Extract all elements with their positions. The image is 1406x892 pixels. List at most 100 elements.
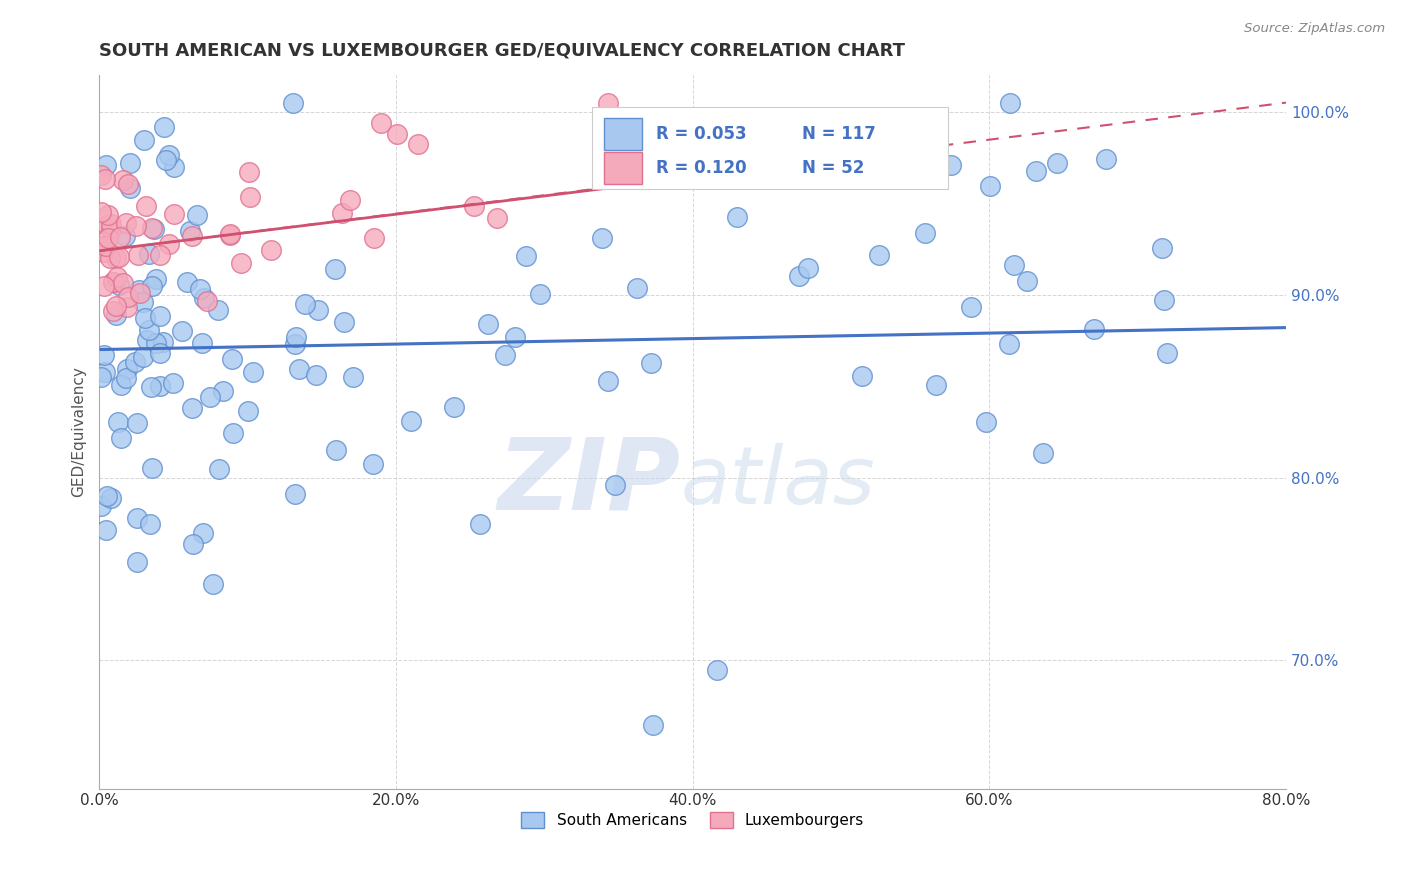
Point	[463, 199, 485, 213]
Point	[212, 384, 235, 398]
Point	[503, 330, 526, 344]
FancyBboxPatch shape	[592, 107, 948, 189]
Point	[124, 355, 146, 369]
Point	[1032, 446, 1054, 460]
Point	[207, 302, 229, 317]
Point	[605, 478, 627, 492]
Point	[333, 315, 356, 329]
Point	[127, 416, 149, 430]
Point	[141, 279, 163, 293]
Point	[152, 335, 174, 350]
Point	[485, 211, 508, 225]
Point	[100, 222, 122, 236]
Point	[979, 178, 1001, 193]
Point	[179, 224, 201, 238]
Point	[90, 239, 112, 253]
Point	[330, 206, 353, 220]
Point	[149, 248, 172, 262]
Point	[90, 499, 112, 513]
Point	[1025, 164, 1047, 178]
Point	[219, 227, 242, 241]
Point	[96, 238, 118, 252]
Point	[1153, 293, 1175, 307]
Y-axis label: GED/Equivalency: GED/Equivalency	[72, 367, 86, 498]
Text: Source: ZipAtlas.com: Source: ZipAtlas.com	[1244, 22, 1385, 36]
Point	[1083, 322, 1105, 336]
Point	[925, 378, 948, 392]
Point	[284, 337, 307, 351]
Point	[287, 362, 309, 376]
FancyBboxPatch shape	[603, 119, 641, 151]
Point	[100, 217, 122, 231]
Point	[643, 717, 665, 731]
Point	[195, 294, 218, 309]
Point	[115, 362, 138, 376]
Point	[138, 246, 160, 260]
Point	[141, 221, 163, 235]
Point	[114, 228, 136, 243]
Point	[370, 116, 392, 130]
Text: N = 52: N = 52	[801, 159, 865, 177]
Point	[342, 370, 364, 384]
Point	[477, 317, 499, 331]
Text: N = 117: N = 117	[801, 126, 876, 144]
Point	[117, 178, 139, 192]
Point	[125, 555, 148, 569]
Point	[789, 269, 811, 284]
Point	[851, 369, 873, 384]
Point	[135, 199, 157, 213]
Point	[104, 308, 127, 322]
Point	[101, 275, 124, 289]
Point	[181, 537, 204, 551]
Point	[162, 376, 184, 390]
Point	[939, 158, 962, 172]
Point	[1002, 258, 1025, 272]
Point	[998, 336, 1021, 351]
Point	[128, 283, 150, 297]
Point	[112, 276, 135, 290]
Point	[305, 368, 328, 383]
Point	[399, 413, 422, 427]
Point	[960, 300, 983, 314]
Point	[998, 95, 1021, 110]
Point	[98, 251, 121, 265]
Point	[406, 136, 429, 151]
Point	[260, 243, 283, 257]
Point	[159, 236, 181, 251]
Point	[141, 461, 163, 475]
Point	[640, 356, 662, 370]
Point	[114, 371, 136, 385]
Point	[229, 255, 252, 269]
Point	[149, 345, 172, 359]
Point	[443, 401, 465, 415]
Point	[127, 248, 149, 262]
Point	[598, 95, 620, 110]
Point	[236, 404, 259, 418]
Point	[1156, 346, 1178, 360]
Point	[307, 302, 329, 317]
Point	[117, 289, 139, 303]
Point	[363, 231, 385, 245]
Point	[129, 286, 152, 301]
Point	[149, 309, 172, 323]
Point	[107, 416, 129, 430]
Point	[149, 378, 172, 392]
FancyBboxPatch shape	[603, 152, 641, 184]
Point	[974, 415, 997, 429]
Text: ZIP: ZIP	[498, 434, 681, 531]
Legend: South Americans, Luxembourgers: South Americans, Luxembourgers	[516, 806, 870, 834]
Point	[191, 336, 214, 351]
Point	[153, 120, 176, 135]
Point	[120, 181, 142, 195]
Point	[111, 172, 134, 186]
Point	[325, 442, 347, 457]
Point	[107, 250, 129, 264]
Point	[124, 219, 146, 234]
Point	[201, 577, 224, 591]
Point	[284, 330, 307, 344]
Point	[93, 279, 115, 293]
Point	[134, 310, 156, 325]
Point	[93, 347, 115, 361]
Point	[515, 249, 537, 263]
Point	[108, 230, 131, 244]
